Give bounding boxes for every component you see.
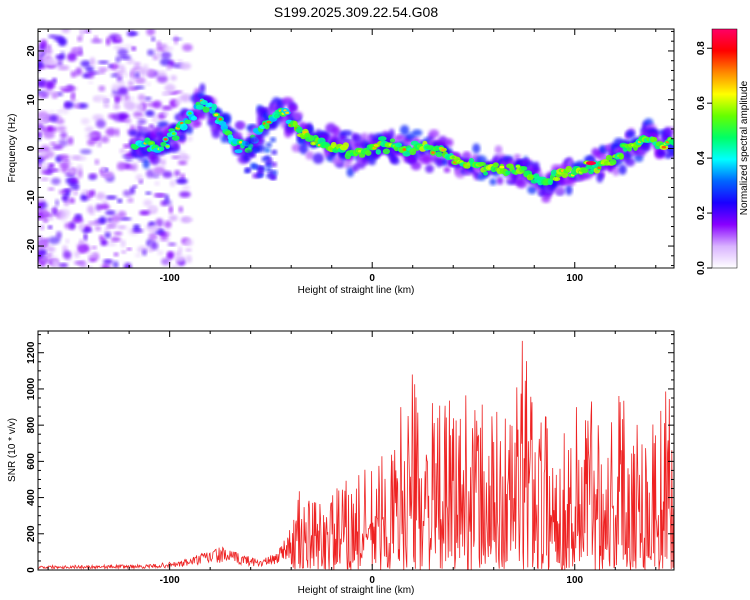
colorbar-tick-label: 0.0: [696, 261, 707, 275]
snr-xtick-label: -100: [160, 575, 180, 586]
snr-ytick-label: 200: [26, 525, 37, 542]
snr-ytick-label: 600: [26, 453, 37, 470]
snr-ytick-label: 1200: [26, 341, 37, 364]
snr-ytick-label: 0: [26, 567, 37, 573]
chart-title: S199.2025.309.22.54.G08: [274, 4, 438, 20]
snr-ytick-label: 1000: [26, 377, 37, 400]
heatmap-xtick-label: 0: [369, 273, 375, 284]
colorbar-tick-label: 0.6: [696, 96, 707, 110]
heatmap-ytick-label: -20: [26, 238, 37, 253]
heatmap-ytick-label: 20: [26, 45, 37, 57]
colorbar-tick-label: 0.8: [696, 41, 707, 55]
colorbar-tick-label: 0.4: [696, 151, 707, 165]
colorbar-tick-label: 0.2: [696, 206, 707, 220]
heatmap-ytick-label: -10: [26, 190, 37, 205]
heatmap-ytick-label: 10: [26, 94, 37, 106]
snr-ylabel: SNR (10 * v/v): [7, 418, 18, 482]
snr-xtick-label: 0: [369, 575, 375, 586]
snr-xlabel: Height of straight line (km): [298, 585, 415, 596]
heatmap-blobs: [38, 29, 674, 268]
heatmap-ylabel: Frequency (Hz): [7, 114, 18, 183]
colorbar-label: Normalized spectral amplitude: [739, 80, 750, 215]
snr-series-line: [38, 340, 674, 570]
heatmap-ytick-label: 0: [26, 145, 37, 151]
colorbar-ticks: 0.0 0.2 0.4 0.6 0.8: [696, 41, 712, 275]
heatmap-xtick-label: 100: [566, 273, 583, 284]
colorbar-ramp: [711, 28, 738, 269]
heatmap-xlabel: Height of straight line (km): [298, 285, 415, 296]
snr-frame: [37, 330, 675, 571]
colorbar: 0.0 0.2 0.4 0.6 0.8 Normalized spectral ampl…: [696, 28, 750, 275]
snr-ytick-label: 400: [26, 489, 37, 506]
heatmap-xtick-label: -100: [160, 273, 180, 284]
snr-xtick-label: 100: [566, 575, 583, 586]
snr-ytick-label: 800: [26, 416, 37, 433]
